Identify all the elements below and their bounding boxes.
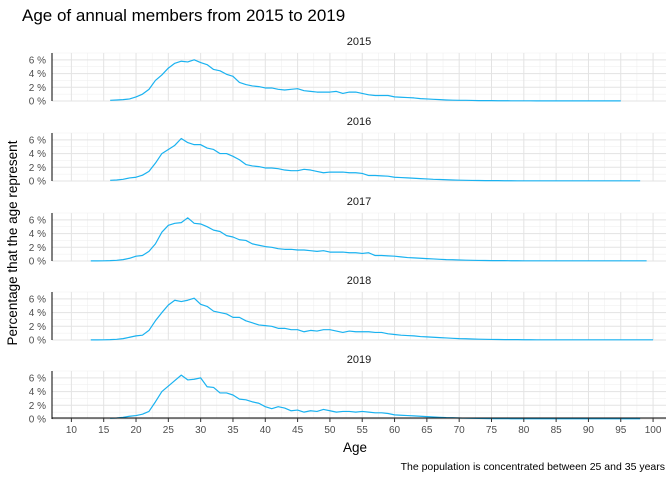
y-tick-label: 0 % <box>29 177 46 188</box>
y-tick-label: 2 % <box>29 243 46 254</box>
y-axis-title: Percentage that the age represent <box>5 140 20 345</box>
x-tick-label: 30 <box>195 425 207 436</box>
y-tick-label: 0 % <box>29 415 46 426</box>
chart-title: Age of annual members from 2015 to 2019 <box>22 6 345 25</box>
y-tick-label: 6 % <box>29 215 46 226</box>
x-axis-title: Age <box>343 440 367 455</box>
series-line-2018 <box>90 297 654 341</box>
y-tick-label: 4 % <box>29 149 46 160</box>
panel-strip-label: 2016 <box>347 116 371 128</box>
y-tick-label: 4 % <box>29 387 46 398</box>
panel-strip-label: 2015 <box>347 36 371 48</box>
panel-strip-label: 2018 <box>347 275 371 287</box>
x-tick-label: 70 <box>454 425 466 436</box>
x-tick-label: 60 <box>389 425 401 436</box>
series-line-2015 <box>110 59 621 102</box>
panel-2017: 2017 0 % 2 % 4 % 6 % <box>29 196 666 268</box>
x-tick-label: 50 <box>324 425 336 436</box>
x-tick-label: 95 <box>615 425 627 436</box>
x-tick-label: 15 <box>98 425 110 436</box>
panel-2019: 2019 0 % 2 % 4 % 6 % <box>29 354 666 426</box>
y-tick-label: 0 % <box>29 336 46 347</box>
chart-caption: The population is concentrated between 2… <box>401 461 665 473</box>
panel-2016: 2016 0 % 2 % 4 % 6 % <box>29 116 666 188</box>
y-tick-label: 2 % <box>29 83 46 94</box>
panel-2015: 2015 0 % 2 % 4 % 6 % <box>29 36 666 108</box>
x-tick-label: 100 <box>645 425 662 436</box>
y-tick-label: 2 % <box>29 163 46 174</box>
panel-strip-label: 2017 <box>347 196 371 208</box>
x-tick-label: 90 <box>583 425 595 436</box>
x-tick-label: 80 <box>518 425 530 436</box>
y-tick-label: 2 % <box>29 401 46 412</box>
x-tick-label: 25 <box>163 425 175 436</box>
y-tick-label: 4 % <box>29 69 46 80</box>
x-tick-label: 40 <box>260 425 272 436</box>
series-line-2016 <box>110 137 641 182</box>
x-tick-label: 35 <box>227 425 239 436</box>
x-tick-label: 20 <box>130 425 142 436</box>
y-tick-label: 6 % <box>29 135 46 146</box>
y-tick-label: 0 % <box>29 97 46 108</box>
x-tick-label: 65 <box>421 425 433 436</box>
y-tick-label: 0 % <box>29 257 46 268</box>
panel-strip-label: 2019 <box>347 354 371 366</box>
y-tick-label: 4 % <box>29 308 46 319</box>
panel-2018: 2018 0 % 2 % 4 % 6 % <box>29 275 666 347</box>
series-line-2017 <box>90 217 647 262</box>
y-tick-label: 2 % <box>29 322 46 333</box>
x-tick-label: 75 <box>486 425 498 436</box>
x-axis: 10 15 20 25 30 35 40 45 50 55 60 65 70 75 80 85 90 95 100 <box>52 417 666 436</box>
y-tick-label: 4 % <box>29 229 46 240</box>
y-tick-label: 6 % <box>29 294 46 305</box>
x-tick-label: 10 <box>66 425 78 436</box>
x-tick-label: 45 <box>292 425 304 436</box>
y-tick-label: 6 % <box>29 55 46 66</box>
x-tick-label: 55 <box>357 425 369 436</box>
series-line-2019 <box>110 374 641 420</box>
x-tick-label: 85 <box>551 425 563 436</box>
y-tick-label: 6 % <box>29 373 46 384</box>
